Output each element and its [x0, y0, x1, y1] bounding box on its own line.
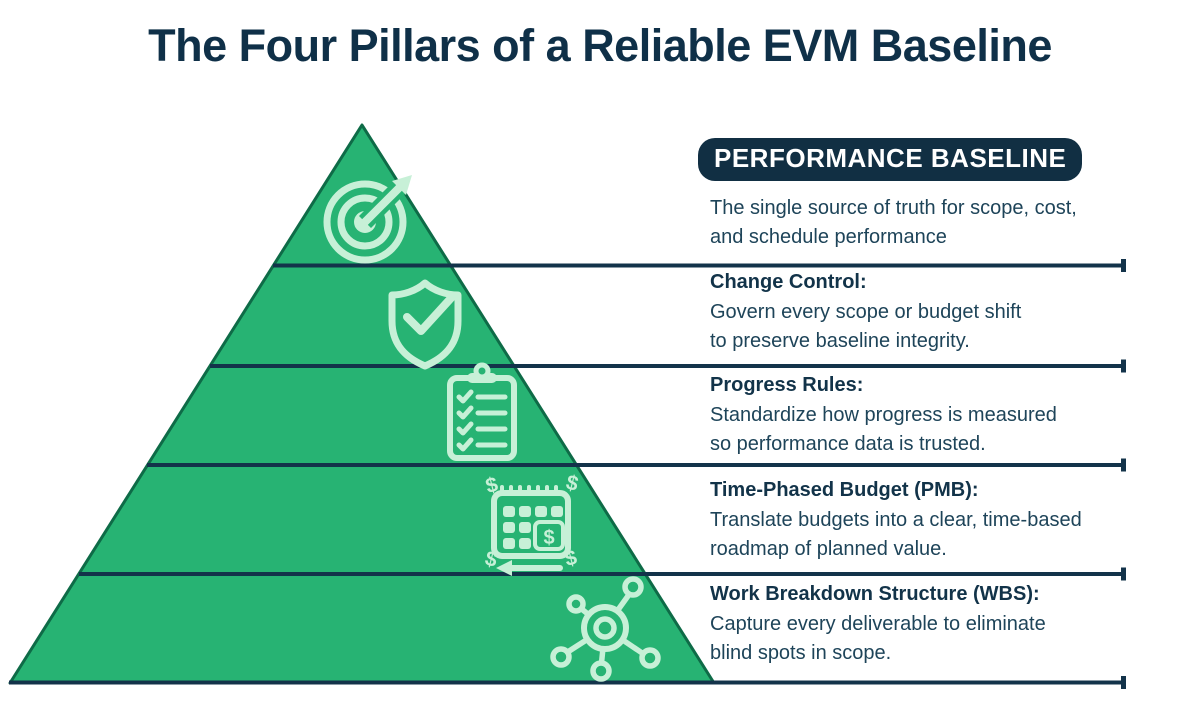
level-heading: Change Control: — [710, 271, 867, 293]
performance-baseline-badge-wrap: PERFORMANCE BASELINE — [698, 138, 1083, 181]
level-heading: Work Breakdown Structure (WBS): — [710, 583, 1040, 605]
level-time-phased-budget: Time-Phased Budget (PMB): Translate budg… — [710, 477, 1140, 564]
performance-baseline-badge: PERFORMANCE BASELINE — [698, 138, 1083, 181]
level-text-line: blind spots in scope. — [710, 642, 892, 664]
level-text-line: to preserve baseline integrity. — [710, 330, 970, 352]
level-heading: Time-Phased Budget (PMB): — [710, 479, 979, 501]
level-text-line: so performance data is trusted. — [710, 433, 986, 455]
level-text-line: Capture every deliverable to eliminate — [710, 613, 1046, 635]
level-progress-rules: Progress Rules: Standardize how progress… — [710, 372, 1140, 459]
level-change-control: Change Control: Govern every scope or bu… — [710, 269, 1140, 356]
page-title: The Four Pillars of a Reliable EVM Basel… — [148, 20, 1052, 71]
network-node-icon — [550, 576, 661, 682]
level-text-line: roadmap of planned value. — [710, 538, 947, 560]
baseline-description: The single source of truth for scope, co… — [710, 194, 1077, 252]
target-arrow-icon — [323, 175, 412, 264]
shield-check-icon — [388, 279, 462, 370]
baseline-description-line: and schedule performance — [710, 226, 947, 248]
level-text-line: Standardize how progress is measured — [710, 404, 1057, 426]
level-heading: Progress Rules: — [710, 374, 864, 396]
level-wbs: Work Breakdown Structure (WBS): Capture … — [710, 581, 1140, 668]
pyramid-shape — [8, 123, 716, 685]
budget-calendar-icon: $ $ $ $ $ — [483, 471, 581, 576]
clipboard-checklist-icon — [447, 362, 517, 461]
baseline-description-line: The single source of truth for scope, co… — [710, 197, 1077, 219]
level-text-line: Govern every scope or budget shift — [710, 301, 1022, 323]
dollar-glyph: $ — [543, 527, 554, 549]
divider-lines — [9, 259, 1126, 689]
level-text-line: Translate budgets into a clear, time-bas… — [710, 509, 1082, 531]
